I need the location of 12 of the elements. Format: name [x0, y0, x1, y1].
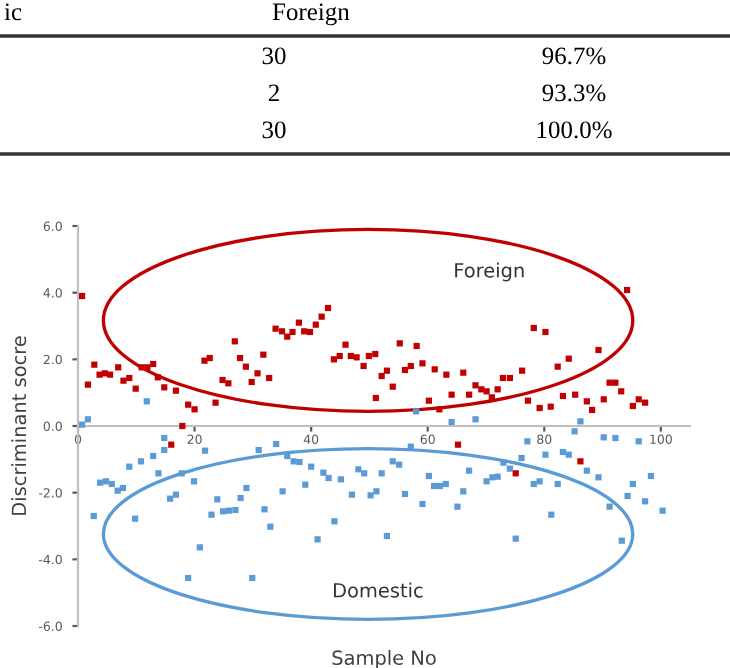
text: 100.0% [537, 121, 612, 139]
text: 2 [268, 84, 279, 102]
text: 96.7% [542, 47, 606, 65]
y-axis-title: Discriminant socre [11, 336, 27, 515]
text: Foreign [272, 3, 350, 26]
text: ic [4, 3, 22, 21]
text: 93.3% [542, 84, 606, 102]
text: Domestic [333, 582, 423, 598]
text: 30 [262, 47, 286, 65]
text: Foreign [455, 262, 524, 282]
x-axis-title: Sample No [332, 650, 436, 668]
text: 30 [262, 121, 286, 139]
